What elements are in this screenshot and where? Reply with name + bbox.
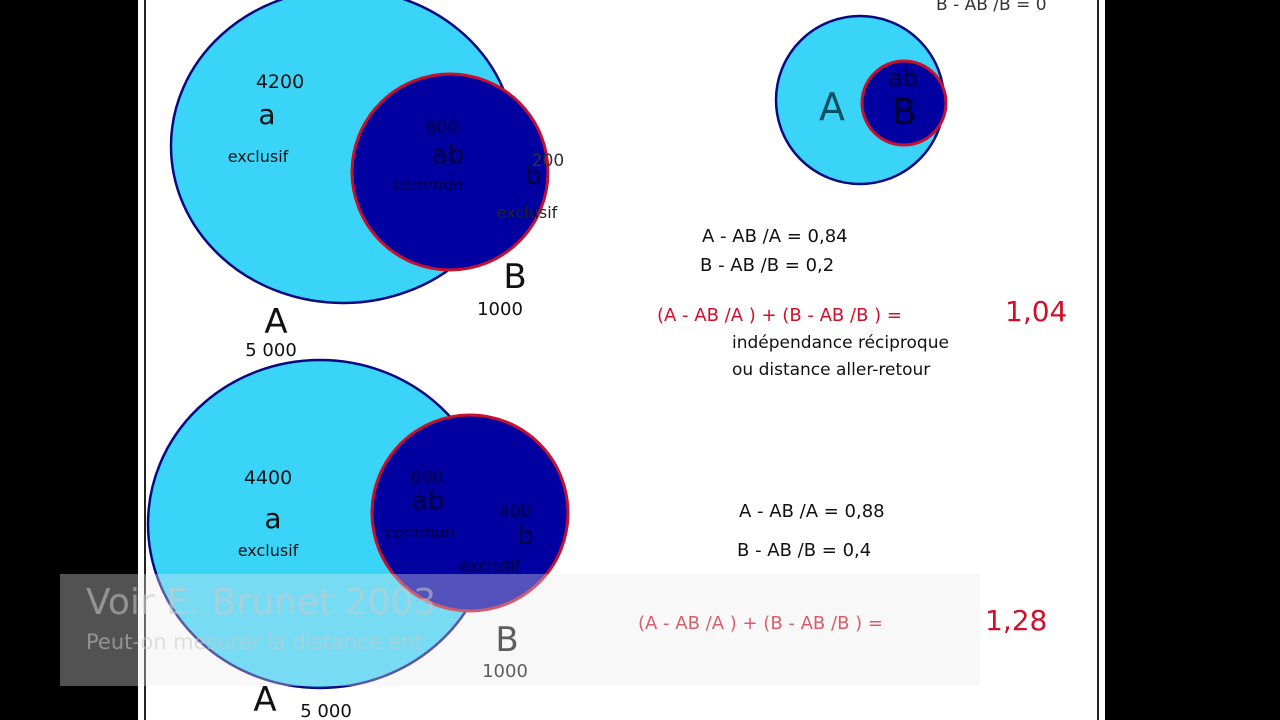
ab-letter-2: ab xyxy=(412,486,444,516)
set-a-name: A xyxy=(264,302,287,342)
small-ab-letter: ab xyxy=(888,64,918,92)
set-b-total: 1000 xyxy=(477,299,523,320)
caption-overlay xyxy=(60,574,980,686)
formula-b-2: B - AB /B = 0,4 xyxy=(737,540,871,561)
formula-a-2: A - AB /A = 0,88 xyxy=(739,501,885,522)
partial-formula: B - AB /B = 0 xyxy=(936,0,1047,15)
b-label: exclusif xyxy=(497,203,558,222)
ab-count-2: 600 xyxy=(411,468,443,488)
set-b-name-2: B xyxy=(495,620,518,660)
set-b-name: B xyxy=(503,257,526,297)
ab-label-2: commun xyxy=(385,523,455,542)
ab-label: commun xyxy=(393,175,463,194)
set-b-circle-2 xyxy=(370,413,570,613)
a-label-2: exclusif xyxy=(238,541,299,560)
small-b-letter: B xyxy=(892,92,917,133)
small-set-b-circle xyxy=(860,59,948,147)
a-count: 4200 xyxy=(256,71,304,93)
ab-letter: ab xyxy=(432,140,464,170)
b-letter-2: b xyxy=(517,521,534,551)
a-label: exclusif xyxy=(228,147,289,166)
sum-formula-2: (A - AB /A ) + (B - AB /B ) = xyxy=(638,613,883,634)
sum-result-1: 1,04 xyxy=(1005,295,1067,328)
set-a-name-2: A xyxy=(253,680,276,720)
sum-formula-1: (A - AB /A ) + (B - AB /B ) = xyxy=(657,305,902,326)
small-a-letter: A xyxy=(819,85,845,129)
sum-result-2: 1,28 xyxy=(985,604,1047,637)
b-label-2: exclusif xyxy=(460,556,521,575)
set-a-total: 5 000 xyxy=(245,340,297,361)
set-b-total-2: 1000 xyxy=(482,661,528,682)
set-b-circle-1 xyxy=(350,72,550,272)
ab-count: 800 xyxy=(426,118,458,138)
formula-b-1: B - AB /B = 0,2 xyxy=(700,255,834,276)
formula-a-1: A - AB /A = 0,84 xyxy=(702,226,848,247)
a-letter-2: a xyxy=(264,502,281,535)
b-letter: b xyxy=(525,161,542,191)
b-count-2: 400 xyxy=(499,502,531,522)
set-a-total-2: 5 000 xyxy=(300,701,352,720)
a-count-2: 4400 xyxy=(244,467,292,489)
note-1: indépendance réciproque xyxy=(732,333,949,353)
caption-subtitle: Peut-on mesurer la distance ent xyxy=(86,630,423,654)
a-letter: a xyxy=(258,98,275,131)
note-2: ou distance aller-retour xyxy=(732,360,930,380)
caption-title: Voir E. Brunet 2003 xyxy=(86,582,437,623)
b-count: 200 xyxy=(532,151,564,171)
